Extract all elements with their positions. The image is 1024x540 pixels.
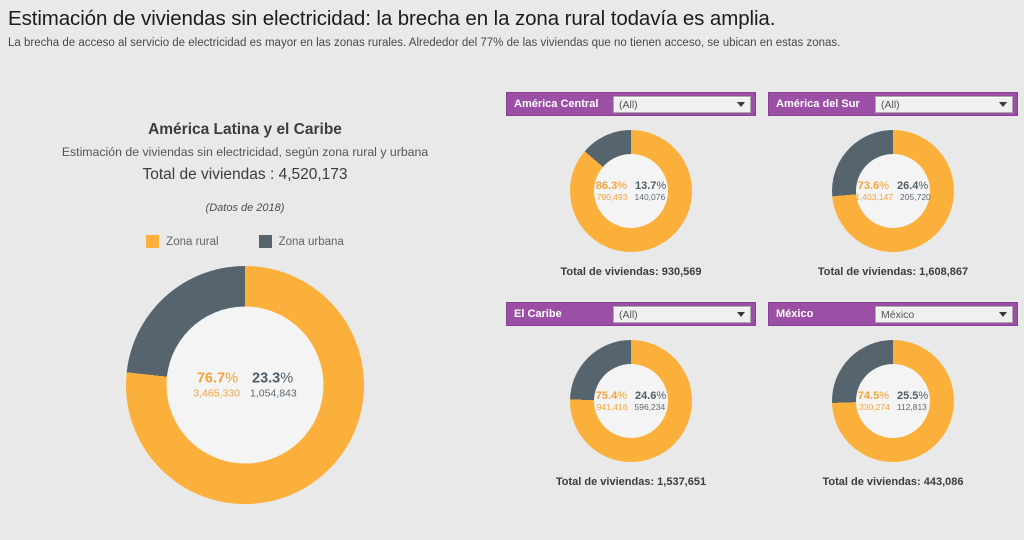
legend-item-rural[interactable]: Zona rural: [146, 235, 219, 248]
filter-value-america-central: (All): [619, 98, 638, 111]
chevron-down-icon: [999, 102, 1007, 107]
donut-percent-row-america-del-sur: 73.6% 26.4%: [858, 180, 928, 192]
donut-urban-value-el-caribe: 596,234: [634, 402, 666, 412]
region-cell-america-del-sur: América del Sur (All) 73.6% 26.4% 1,403,…: [768, 92, 1018, 302]
donut-percent-row-el-caribe: 75.4% 24.6%: [596, 390, 666, 402]
donut-center-labels-el-caribe: 75.4% 24.6% 941,416 596,234: [594, 364, 668, 438]
donut-urban-value-latam: 1,054,843: [250, 387, 297, 400]
filter-label-mexico: México: [776, 308, 814, 320]
legend-item-urban[interactable]: Zona urbana: [258, 235, 344, 248]
latam-title: América Latina y el Caribe: [148, 121, 342, 138]
dashboard-header: Estimación de viviendas sin electricidad…: [0, 0, 1024, 52]
donut-rural-percent-america-central: 86.3%: [595, 180, 627, 192]
filter-label-america-del-sur: América del Sur: [776, 98, 860, 110]
page-title: Estimación de viviendas sin electricidad…: [8, 7, 776, 30]
legend-label-rural: Zona rural: [166, 235, 219, 248]
region-cell-mexico: México México 74.5% 25.5% 330,274 112,81…: [768, 302, 1018, 512]
donut-rural-percent-america-del-sur: 73.6%: [857, 180, 889, 192]
region-total-mexico: Total de viviendas: 443,086: [822, 476, 964, 488]
donut-value-row-america-central: 790,493 140,076: [597, 192, 665, 202]
donut-rural-percent-latam: 76.7%: [196, 370, 238, 387]
donut-chart-el-caribe[interactable]: 75.4% 24.6% 941,416 596,234: [570, 340, 692, 462]
donut-center-labels-latam: 76.7% 23.3% 3,465,330 1,054,843: [166, 306, 324, 464]
filter-value-el-caribe: (All): [619, 308, 638, 321]
legend-swatch-rural-icon: [146, 235, 160, 248]
donut-center-labels-america-central: 86.3% 13.7% 790,493 140,076: [594, 154, 668, 228]
chevron-down-icon: [737, 312, 745, 317]
chevron-down-icon: [737, 102, 745, 107]
donut-urban-percent-mexico: 25.5%: [897, 390, 929, 402]
donut-urban-percent-america-central: 13.7%: [635, 180, 667, 192]
legend-swatch-urban-icon: [258, 235, 272, 248]
donut-urban-value-america-del-sur: 205,720: [900, 192, 931, 202]
donut-percent-row-mexico: 74.5% 25.5%: [858, 390, 928, 402]
donut-value-row-mexico: 330,274 112,813: [859, 402, 927, 412]
filter-select-america-central[interactable]: (All): [613, 96, 751, 113]
donut-percent-row-america-central: 86.3% 13.7%: [596, 180, 666, 192]
donut-rural-percent-mexico: 74.5%: [857, 390, 889, 402]
chart-legend: Zona rural Zona urbana: [0, 235, 490, 248]
filter-label-america-central: América Central: [514, 98, 599, 110]
filter-value-mexico: México: [881, 308, 915, 321]
chevron-down-icon: [999, 312, 1007, 317]
donut-urban-value-mexico: 112,813: [896, 402, 927, 412]
filter-america-central[interactable]: América Central (All): [506, 92, 756, 116]
donut-area-mexico: 74.5% 25.5% 330,274 112,813: [768, 340, 1018, 462]
donut-rural-value-america-del-sur: 1,403,147: [855, 192, 894, 202]
donut-urban-percent-el-caribe: 24.6%: [635, 390, 667, 402]
filter-select-el-caribe[interactable]: (All): [613, 306, 751, 323]
page-subtitle: La brecha de acceso al servicio de elect…: [8, 37, 841, 49]
region-total-america-del-sur: Total de viviendas: 1,608,867: [817, 266, 969, 278]
donut-center-labels-america-del-sur: 73.6% 26.4% 1,403,147 205,720: [855, 154, 931, 228]
donut-urban-percent-latam: 23.3%: [252, 370, 294, 387]
latam-donut-wrap: 76.7% 23.3% 3,465,330 1,054,843: [0, 266, 490, 504]
donut-rural-value-mexico: 330,274: [859, 402, 890, 412]
region-panel-latam: América Latina y el Caribe Estimación de…: [0, 110, 490, 540]
donut-area-america-central: 86.3% 13.7% 790,493 140,076: [506, 130, 756, 252]
filter-label-el-caribe: El Caribe: [514, 308, 562, 320]
donut-chart-america-del-sur[interactable]: 73.6% 26.4% 1,403,147 205,720: [832, 130, 954, 252]
filter-el-caribe[interactable]: El Caribe (All): [506, 302, 756, 326]
donut-area-el-caribe: 75.4% 24.6% 941,416 596,234: [506, 340, 756, 462]
region-cell-el-caribe: El Caribe (All) 75.4% 24.6% 941,416 596,…: [506, 302, 756, 512]
filter-mexico[interactable]: México México: [768, 302, 1018, 326]
donut-value-row-el-caribe: 941,416 596,234: [597, 402, 665, 412]
donut-rural-value-el-caribe: 941,416: [596, 402, 628, 412]
donut-rural-value-latam: 3,465,330: [193, 387, 240, 400]
donut-center-labels-mexico: 74.5% 25.5% 330,274 112,813: [856, 364, 930, 438]
latam-subtitle: Estimación de viviendas sin electricidad…: [61, 145, 429, 159]
donut-rural-value-america-central: 790,493: [596, 192, 628, 202]
donut-area-america-del-sur: 73.6% 26.4% 1,403,147 205,720: [768, 130, 1018, 252]
latam-data-year-note: (Datos de 2018): [205, 202, 285, 214]
regions-grid: América Central (All) 86.3% 13.7% 790,49…: [500, 92, 1024, 540]
donut-value-row-america-del-sur: 1,403,147 205,720: [855, 192, 931, 202]
donut-urban-value-america-central: 140,076: [634, 192, 666, 202]
donut-percent-row-latam: 76.7% 23.3%: [197, 371, 293, 387]
region-total-el-caribe: Total de viviendas: 1,537,651: [555, 476, 707, 488]
donut-rural-percent-el-caribe: 75.4%: [595, 390, 627, 402]
region-cell-america-central: América Central (All) 86.3% 13.7% 790,49…: [506, 92, 756, 302]
donut-urban-percent-america-del-sur: 26.4%: [897, 180, 929, 192]
donut-chart-latam[interactable]: 76.7% 23.3% 3,465,330 1,054,843: [126, 266, 364, 504]
filter-select-mexico[interactable]: México: [875, 306, 1013, 323]
donut-value-row-latam: 3,465,330 1,054,843: [193, 388, 296, 400]
latam-total: Total de viviendas : 4,520,173: [142, 166, 348, 183]
legend-label-urban: Zona urbana: [278, 235, 344, 248]
donut-chart-america-central[interactable]: 86.3% 13.7% 790,493 140,076: [570, 130, 692, 252]
filter-america-del-sur[interactable]: América del Sur (All): [768, 92, 1018, 116]
donut-chart-mexico[interactable]: 74.5% 25.5% 330,274 112,813: [832, 340, 954, 462]
filter-value-america-del-sur: (All): [881, 98, 900, 111]
region-total-america-central: Total de viviendas: 930,569: [560, 266, 702, 278]
filter-select-america-del-sur[interactable]: (All): [875, 96, 1013, 113]
